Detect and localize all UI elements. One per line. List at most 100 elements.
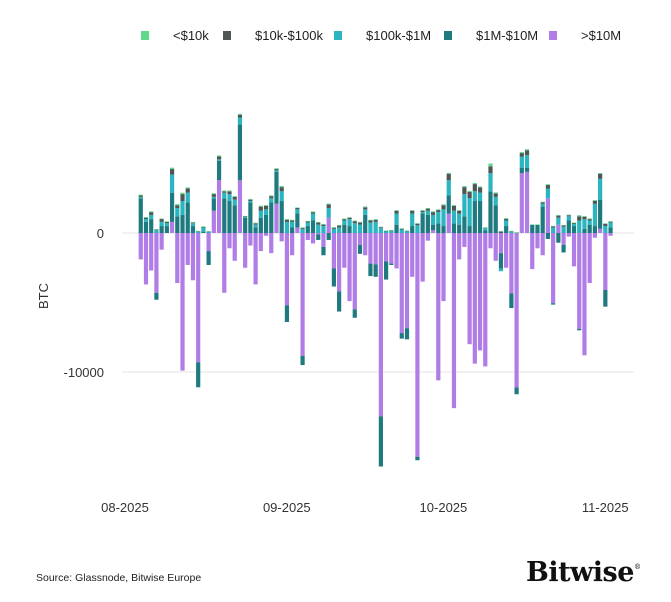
bar-segment-$1M-$10M [540,206,545,233]
bar-segment-$100k-$1M [488,173,493,192]
bar-segment-<$10k [373,219,378,220]
bar-segment-$1M-$10M [310,220,316,233]
bar-segment->$10M [504,233,509,268]
bar-segment-$1M-$10M [237,124,243,181]
bar-segment-$100k-$1M [190,223,196,227]
bar-2025-08-28 [263,205,269,236]
bar-segment-$10k-$100k [253,223,258,225]
bar-segment-$10k-$100k [310,212,316,214]
bar-segment-$1M-$10M [138,198,143,233]
bar-segment-$100k-$1M [378,228,383,233]
bar-2025-09-25 [410,210,415,277]
bar-segment-$1M-$10M [154,292,159,300]
bar-2025-08-31 [279,186,284,242]
bar-segment->$10M [290,233,295,256]
bar-segment-<$10k [206,231,211,232]
bar-segment-$100k-$1M [290,221,295,228]
bar-2025-09-24 [404,230,410,340]
bar-segment-$10k-$100k [577,216,582,221]
bar-segment-$100k-$1M [196,231,201,233]
bar-segment-$100k-$1M [347,219,352,227]
bar-segment-$10k-$100k [425,208,430,211]
bar-segment-$1M-$10M [263,214,269,233]
bar-segment->$10M [530,233,535,270]
bar-segment-$1M-$10M [571,226,577,233]
x-tick-label: 11-2025 [582,500,629,515]
bar-segment-<$10k [498,230,504,232]
bar-segment-$100k-$1M [154,230,159,233]
bar-segment-$1M-$10M [509,293,514,309]
bar-segment-$10k-$100k [222,191,227,193]
bar-segment-<$10k [274,168,279,170]
bar-segment-$1M-$10M [222,198,227,233]
bar-segment->$10M [582,233,587,356]
bar-segment-$1M-$10M [587,224,592,233]
bar-2025-08-04 [138,194,143,260]
bar-segment-<$10k [477,186,483,188]
bar-2025-11-02 [608,221,613,236]
bar-segment-$100k-$1M [237,117,243,125]
bar-segment-$1M-$10M [258,217,263,233]
bar-2025-10-08 [477,186,483,351]
bar-2025-08-07 [154,229,159,300]
bar-2025-08-14 [190,222,196,281]
bar-segment-<$10k [384,230,389,232]
bar-2025-08-24 [243,215,248,268]
bar-segment-$100k-$1M [258,210,263,218]
bar-2025-09-17 [368,219,373,277]
bar-segment->$10M [373,233,378,265]
bar-2025-10-19 [535,224,540,249]
bar-segment-$10k-$100k [227,191,232,195]
bar-segment-$1M-$10M [331,268,336,287]
bar-segment-$10k-$100k [504,218,509,221]
bar-2025-09-01 [284,218,290,322]
bar-segment->$10M [326,217,331,233]
bar-segment-$1M-$10M [279,201,284,233]
bar-segment->$10M [404,233,410,329]
bar-segment-<$10k [514,232,519,233]
bar-segment-$10k-$100k [352,221,357,224]
bar-segment-$100k-$1M [571,223,577,227]
bar-segment-$100k-$1M [185,192,190,203]
bar-2025-08-16 [201,226,206,233]
bar-segment-<$10k [535,224,540,225]
legend-swatch [549,31,557,40]
bar-segment-<$10k [185,187,190,189]
bar-2025-09-10 [331,227,336,287]
bar-segment-$100k-$1M [467,198,472,227]
bar-segment->$10M [451,233,457,409]
bar-segment-$100k-$1M [577,220,582,233]
bar-segment-$1M-$10M [530,224,535,233]
bar-segment-<$10k [556,214,561,216]
bar-segment-<$10k [368,219,373,221]
bar-segment-$10k-$100k [420,210,425,213]
bar-segment-$10k-$100k [216,156,222,160]
bar-segment->$10M [399,233,404,334]
bar-segment-$1M-$10M [342,224,347,233]
bar-segment-$10k-$100k [305,221,310,223]
bar-segment-$1M-$10M [477,201,483,233]
bar-segment->$10M [196,233,201,363]
bar-segment-<$10k [321,223,326,225]
bar-segment->$10M [592,233,597,238]
bar-segment-$100k-$1M [201,227,206,232]
bar-segment-$10k-$100k [263,205,269,210]
bar-2025-10-11 [493,192,498,261]
bar-segment-$100k-$1M [175,207,180,217]
bar-segment-$100k-$1M [524,155,530,168]
bar-segment-$100k-$1M [446,180,451,196]
bar-segment-$1M-$10M [243,217,248,233]
bar-segment-$1M-$10M [211,198,216,211]
bar-segment-$10k-$100k [582,216,587,220]
bar-segment-<$10k [159,218,164,220]
bar-segment-$1M-$10M [462,216,467,233]
bar-segment-$1M-$10M [488,191,493,233]
bar-segment-$1M-$10M [206,251,211,265]
bar-segment->$10M [337,233,342,292]
bar-segment-<$10k [164,221,169,222]
bar-segment-$10k-$100k [603,223,608,227]
bar-segment-$100k-$1M [545,188,551,199]
legend-item: >$10M [549,28,621,43]
bar-segment-<$10k [545,184,551,186]
bar-segment->$10M [211,210,216,233]
